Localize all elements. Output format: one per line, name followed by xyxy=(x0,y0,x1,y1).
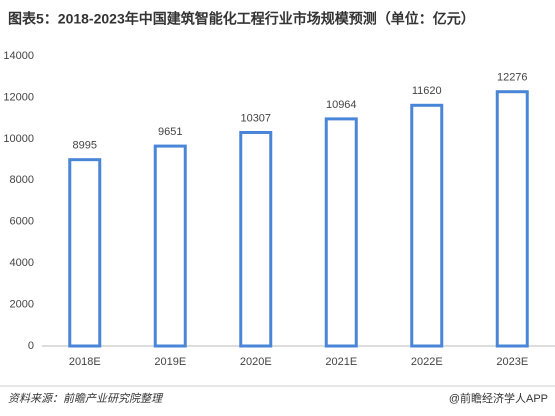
value-label: 11620 xyxy=(412,85,442,97)
x-tick-label: 2018E xyxy=(69,356,101,368)
y-tick-label: 4000 xyxy=(10,257,34,269)
bar xyxy=(410,103,444,348)
value-label: 8995 xyxy=(73,140,97,152)
bar xyxy=(324,117,358,348)
value-label: 10964 xyxy=(326,99,357,111)
y-tick-label: 12000 xyxy=(3,91,34,103)
value-label: 12276 xyxy=(497,72,528,84)
chart-title: 图表5：2018-2023年中国建筑智能化工程行业市场规模预测（单位：亿元） xyxy=(8,11,475,27)
bar xyxy=(153,144,187,348)
x-tick-label: 2022E xyxy=(411,356,443,368)
bar xyxy=(68,158,102,348)
bar xyxy=(239,130,273,348)
x-tick-label: 2021E xyxy=(325,356,357,368)
value-label: 10307 xyxy=(240,112,271,124)
y-tick-label: 0 xyxy=(28,340,34,352)
x-tick-label: 2020E xyxy=(240,356,272,368)
y-tick-label: 10000 xyxy=(3,133,34,145)
credit: @前瞻经济学人APP xyxy=(449,391,548,405)
x-tick-label: 2023E xyxy=(496,356,528,368)
y-tick-label: 14000 xyxy=(3,50,34,62)
y-tick-label: 8000 xyxy=(10,174,34,186)
bar xyxy=(495,90,529,348)
y-tick-label: 2000 xyxy=(10,298,34,310)
source: 资料来源：前瞻产业研究院整理 xyxy=(8,392,164,405)
value-label: 9651 xyxy=(158,126,182,138)
y-tick-label: 6000 xyxy=(10,216,34,228)
x-tick-label: 2019E xyxy=(154,356,186,368)
